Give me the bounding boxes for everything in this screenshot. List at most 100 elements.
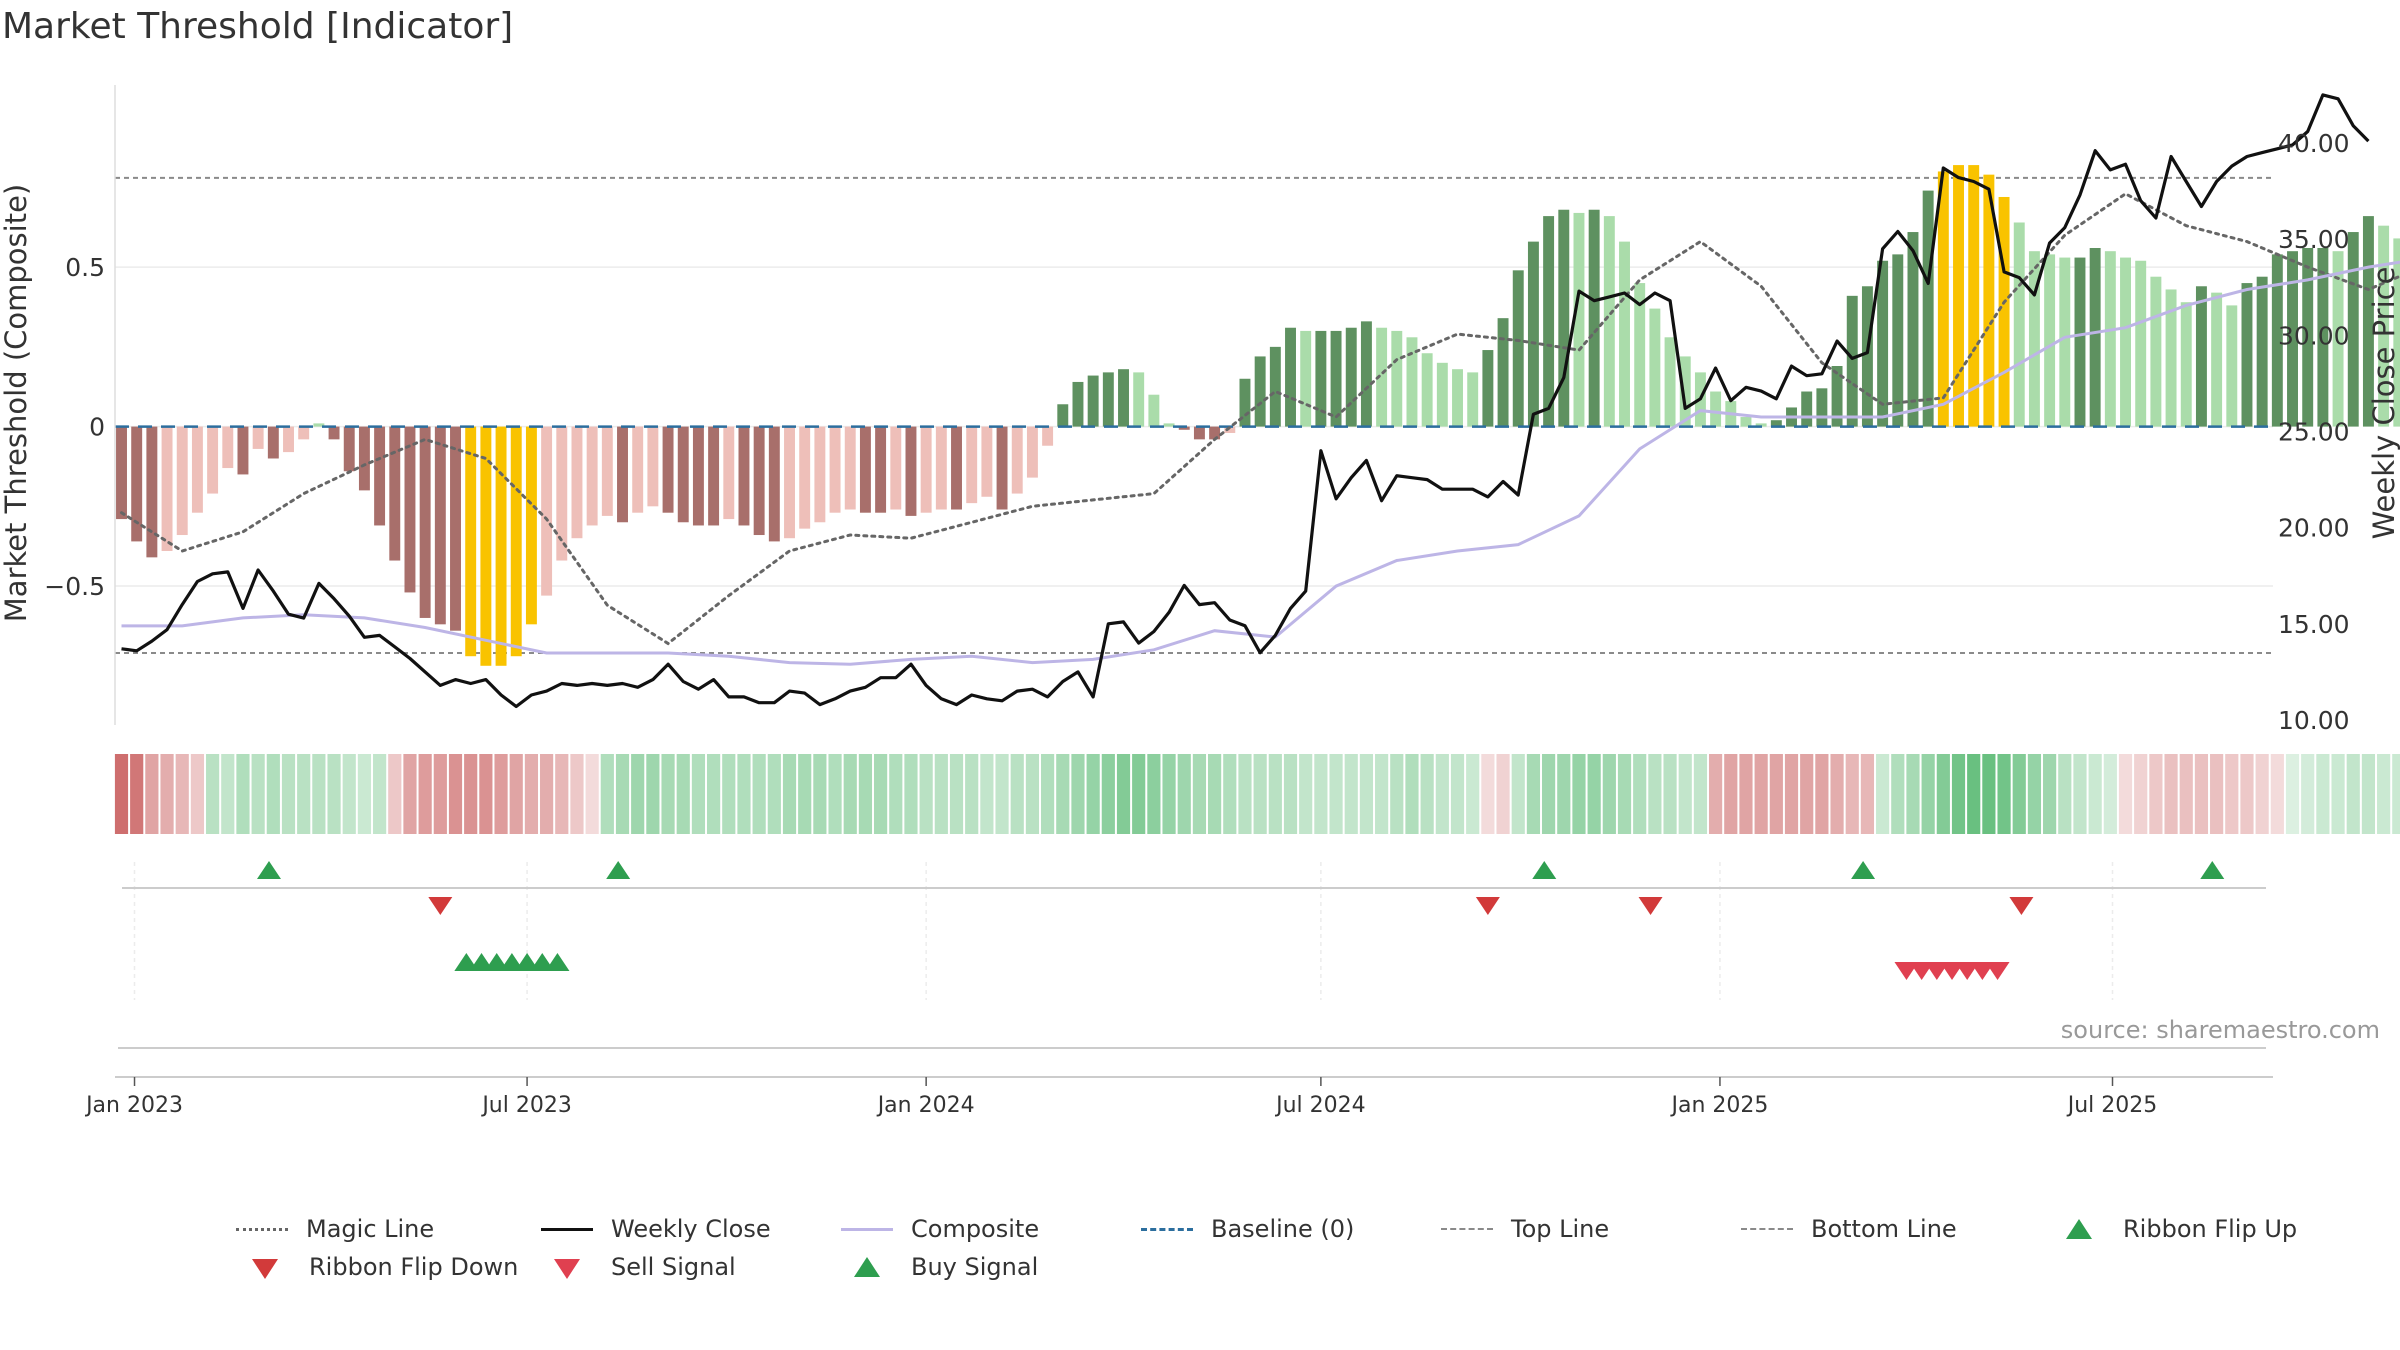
threshold-bar xyxy=(1072,381,1084,427)
ribbon-cell xyxy=(798,754,812,834)
ribbon-cell xyxy=(1557,754,1571,834)
ribbon-cell xyxy=(2164,754,2178,834)
ribbon-cell xyxy=(722,754,736,834)
threshold-bar xyxy=(2347,232,2359,427)
ribbon-cell xyxy=(312,754,326,834)
legend-item: Sell Signal xyxy=(537,1253,736,1281)
x-tick-label: Jul 2025 xyxy=(2066,1093,2158,1118)
threshold-bar xyxy=(996,426,1008,510)
ribbon-cell xyxy=(2073,754,2087,834)
threshold-bar xyxy=(1148,394,1160,427)
y-tick-label: 0 xyxy=(89,413,105,442)
sell-signal-marker xyxy=(1924,962,1949,980)
threshold-bar xyxy=(1057,404,1069,427)
threshold-bar xyxy=(2317,248,2329,427)
ribbon-cell xyxy=(1496,754,1510,834)
ribbon-flip-up-marker xyxy=(1532,861,1557,879)
threshold-bar xyxy=(176,426,188,536)
threshold-bar xyxy=(2362,216,2374,427)
x-tick-label: Jan 2025 xyxy=(1669,1093,1768,1118)
threshold-bar xyxy=(814,426,826,523)
threshold-bar xyxy=(1042,426,1054,446)
source-label: source: sharemaestro.com xyxy=(2061,1016,2380,1044)
ribbon-cell xyxy=(767,754,781,834)
threshold-bar xyxy=(2135,260,2147,427)
threshold-bar xyxy=(1558,209,1570,427)
threshold-bar xyxy=(480,426,492,666)
threshold-bar xyxy=(2302,248,2314,427)
ribbon-cell xyxy=(1602,754,1616,834)
threshold-bar xyxy=(374,426,386,526)
ribbon-cell xyxy=(2088,754,2102,834)
composite-line xyxy=(121,260,2400,666)
ribbon-cell xyxy=(2027,754,2042,834)
threshold-bar xyxy=(116,426,127,520)
sell-signal-marker xyxy=(1970,962,1995,980)
ribbon-cell xyxy=(1466,754,1480,834)
threshold-bar xyxy=(1679,356,1691,427)
ribbon-cell xyxy=(190,754,205,834)
threshold-bar xyxy=(935,426,947,510)
threshold-bar xyxy=(1998,196,2010,427)
legend-symbol xyxy=(837,1217,897,1241)
ribbon-cell xyxy=(1678,754,1692,834)
legend-label: Baseline (0) xyxy=(1211,1215,1355,1243)
ribbon-cell xyxy=(1238,754,1252,834)
y2-tick-label: 40.00 xyxy=(2278,129,2350,158)
ribbon-flip-up-marker xyxy=(256,861,281,879)
y-tick-label: 0.5 xyxy=(65,253,105,282)
ribbon-cell xyxy=(2392,754,2400,834)
ribbon-cell xyxy=(1876,754,1890,834)
threshold-bar xyxy=(207,426,219,494)
grid xyxy=(115,266,2273,1000)
ribbon-cell xyxy=(2179,754,2193,834)
threshold-bar xyxy=(1816,388,1828,427)
ribbon-cell xyxy=(1951,754,1966,834)
x-axis: Jan 2023 Jul 2023 Jan 2024 Jul 2024 Jan 2025… xyxy=(84,1076,2273,1118)
threshold-bar xyxy=(495,426,507,666)
ribbon-cell xyxy=(1435,754,1449,834)
legend-item: Ribbon Flip Up xyxy=(2049,1215,2297,1243)
threshold-bar xyxy=(1573,212,1585,427)
legend-item: Ribbon Flip Down xyxy=(235,1253,518,1281)
threshold-bar xyxy=(1740,417,1752,427)
threshold-bar xyxy=(1406,337,1418,427)
ribbon-cell xyxy=(1344,754,1358,834)
ribbon-cell xyxy=(676,754,690,834)
ribbon-cell xyxy=(1116,754,1131,834)
ribbon-cell xyxy=(904,754,918,834)
ribbon-cell xyxy=(1693,754,1708,834)
threshold-bar xyxy=(283,426,294,453)
ribbon-cell xyxy=(1132,754,1146,834)
legend-marker xyxy=(1141,1228,1193,1231)
ribbon-cell xyxy=(1891,754,1905,834)
ribbon-cell xyxy=(2361,754,2376,834)
threshold-bar xyxy=(1436,362,1448,427)
buy-signal-marker xyxy=(545,953,570,971)
threshold-bar xyxy=(2378,225,2390,427)
threshold-bar xyxy=(343,426,355,472)
ribbon-cell xyxy=(1906,754,1920,834)
ribbon-cell xyxy=(615,754,630,834)
ribbon-cell xyxy=(737,754,751,834)
ribbon-cell xyxy=(2134,754,2148,834)
legend-marker xyxy=(2066,1219,2092,1239)
ribbon-cell xyxy=(1041,754,1055,834)
ribbon-cell xyxy=(479,754,493,834)
ribbon-cell xyxy=(2043,754,2057,834)
ribbon-cell xyxy=(494,754,508,834)
threshold-bar xyxy=(1300,330,1312,427)
threshold-bar xyxy=(981,426,993,497)
sell-signal-marker xyxy=(1955,962,1980,980)
threshold-bar xyxy=(525,426,537,625)
ribbon-cell xyxy=(464,754,478,834)
ribbon-cell xyxy=(2270,754,2284,834)
legend-marker xyxy=(1441,1228,1493,1230)
threshold-bar xyxy=(1603,216,1615,427)
ribbon-cell xyxy=(160,754,174,834)
legend-symbol xyxy=(537,1217,597,1241)
threshold-bar xyxy=(905,426,917,516)
buy-signal-marker xyxy=(515,953,540,971)
threshold-bar xyxy=(389,426,401,561)
